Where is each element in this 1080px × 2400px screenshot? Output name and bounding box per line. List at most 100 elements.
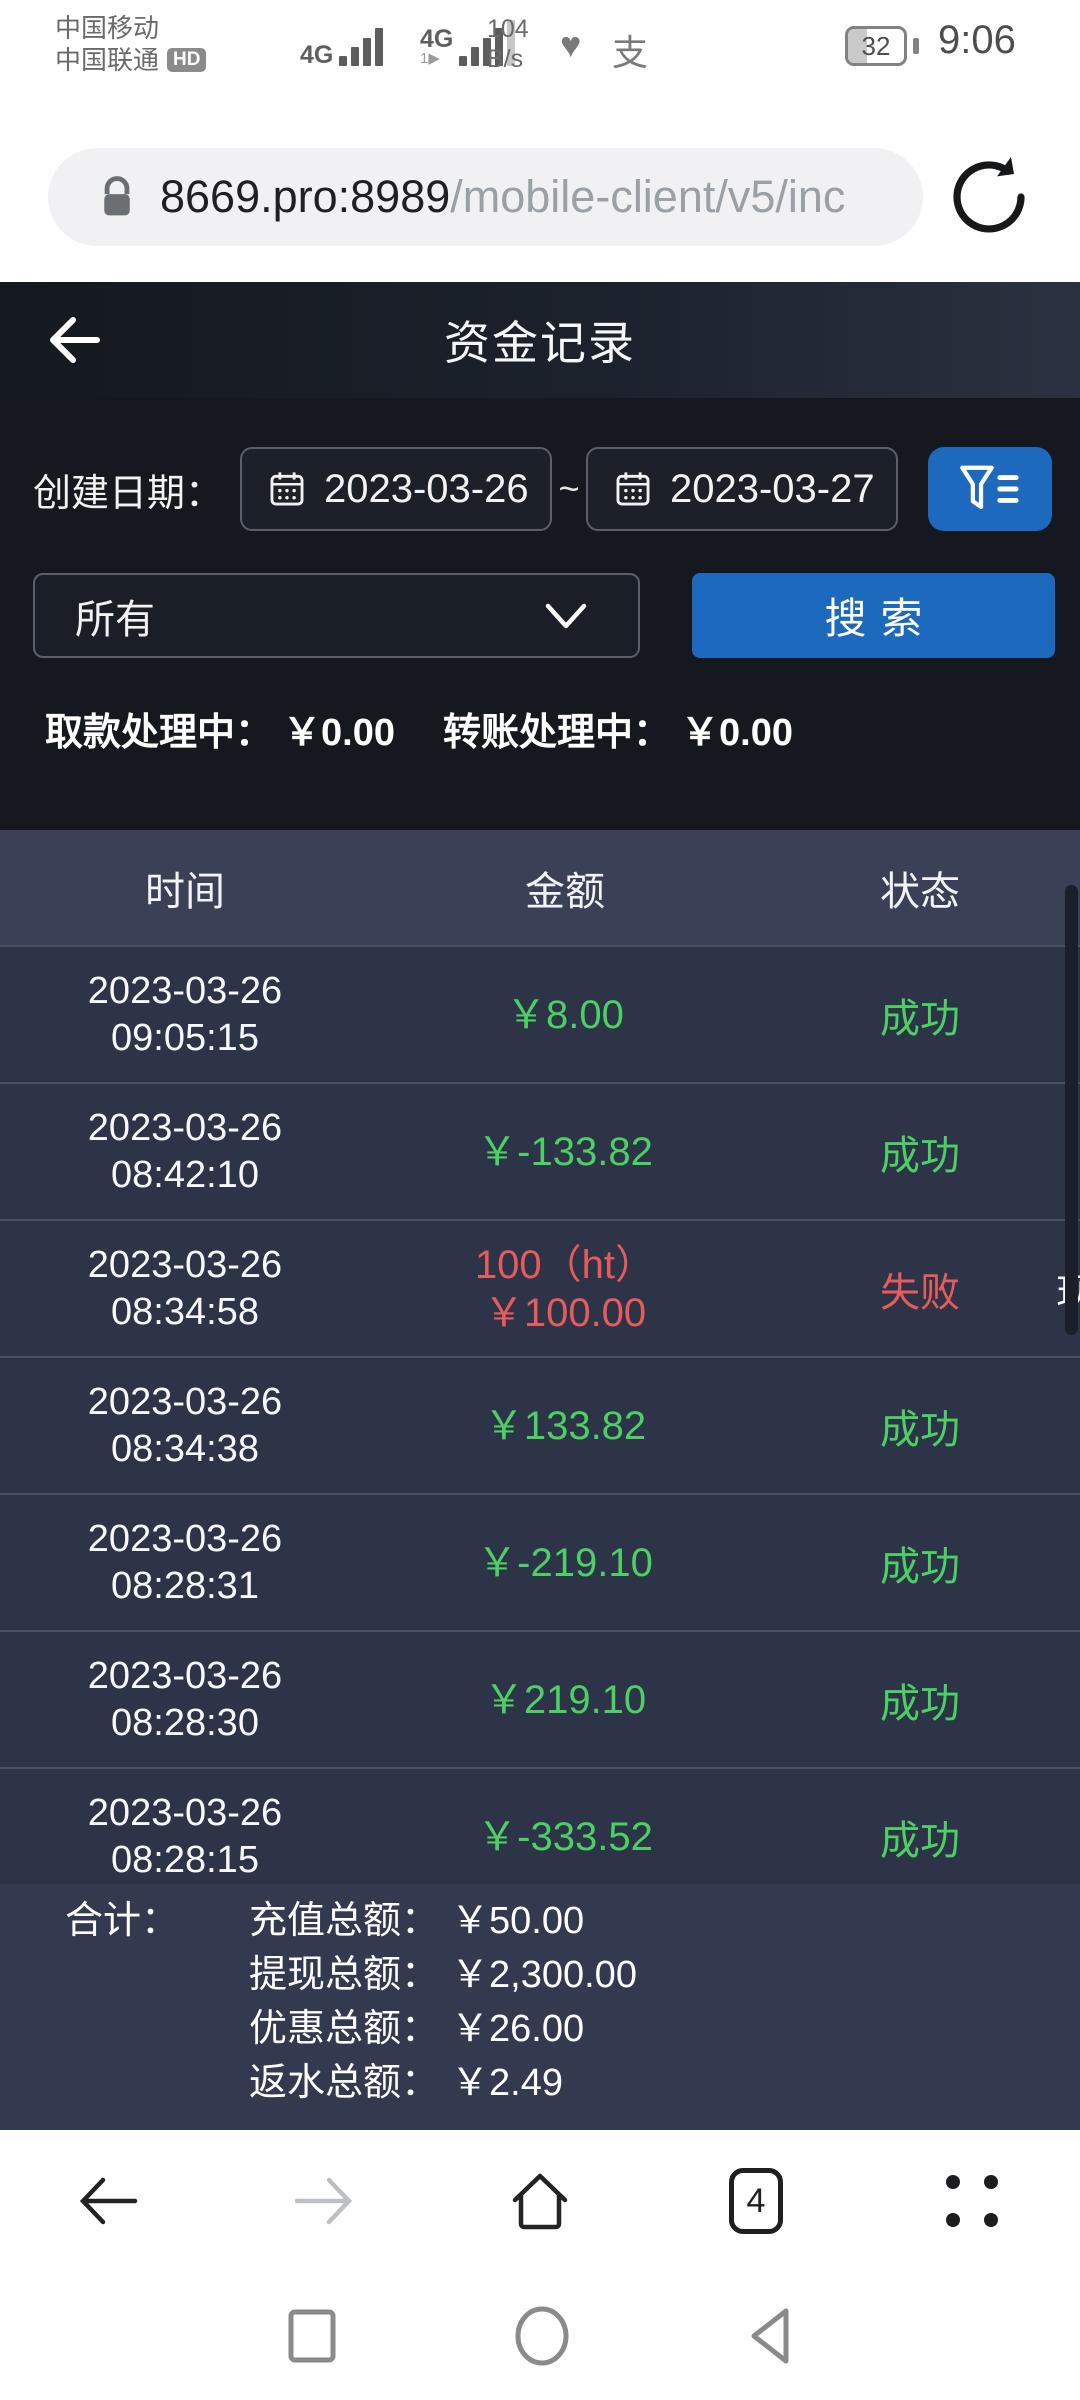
hd-badge: HD: [167, 48, 207, 72]
alipay-icon: 支: [612, 32, 649, 73]
back-arrow-icon[interactable]: [45, 310, 105, 375]
transfer-processing: 转账处理中： ￥0.00: [443, 698, 793, 758]
type-filter-row: 所有 搜索: [0, 573, 1080, 658]
android-nav-bar: [0, 2272, 1080, 2400]
browser-forward-icon: [294, 2177, 353, 2225]
row-amount: ￥219.10: [483, 1677, 647, 1722]
signal-bars-icon: [459, 20, 516, 66]
row-status: 成功: [880, 996, 960, 1041]
row-amount: ￥-333.52: [477, 1814, 653, 1859]
summary-label: 合计：: [65, 1900, 180, 1942]
refresh-button[interactable]: [945, 153, 1033, 246]
date-to-value: 2023-03-27: [670, 466, 875, 511]
status-bar: 中国移动 中国联通 HD 4G 4G 1▶ 104 B/s ♥ 支: [0, 0, 1080, 95]
summary-item: 返水总额： ￥2.49: [249, 2062, 563, 2104]
calendar-icon: [616, 472, 650, 506]
processing-row: 取款处理中： ￥0.00 转账处理中： ￥0.00: [0, 698, 1080, 758]
date-range-separator: ~: [558, 468, 580, 509]
row-status: 成功: [880, 1681, 960, 1726]
withdraw-processing: 取款处理中： ￥0.00: [45, 698, 395, 758]
table-row: 2023-03-26 08:34:38 ￥133.82 成功: [0, 1356, 1080, 1493]
row-time: 2023-03-26 08:34:58: [87, 1243, 283, 1333]
type-dropdown[interactable]: 所有: [33, 573, 640, 658]
carrier-labels: 中国移动 中国联通 HD: [55, 12, 207, 76]
calendar-icon: [270, 472, 304, 506]
table-row: 2023-03-26 08:28:15 ￥-333.52 成功: [0, 1767, 1080, 1904]
table-row: 2023-03-26 08:28:31 ￥-219.10 成功: [0, 1493, 1080, 1630]
back-button[interactable]: [748, 2306, 792, 2366]
page-title: 资金记录: [444, 317, 636, 369]
date-to-input[interactable]: 2023-03-27: [586, 447, 898, 531]
row-amount: ￥133.82: [483, 1403, 647, 1448]
date-filter-row: 创建日期： 2023-03-26 ~ 2023-03-27: [0, 447, 1080, 531]
filter-button[interactable]: [928, 447, 1052, 531]
row-time: 2023-03-26 08:34:38: [87, 1380, 283, 1470]
recents-button[interactable]: [288, 2309, 336, 2363]
table-body: 2023-03-26 09:05:15 ￥8.00 成功 2023-03-26 08…: [0, 945, 1080, 1904]
url-domain: 8669.pro:8989: [160, 171, 451, 222]
status-time: 9:06: [938, 18, 1016, 62]
url-bar[interactable]: 8669.pro:8989/mobile-client/v5/inc: [48, 148, 923, 246]
summary-items: 充值总额： ￥50.00 提现总额： ￥2,300.00 优惠总额： ￥26.00 返水总额…: [249, 1894, 637, 2130]
search-button[interactable]: 搜索: [692, 573, 1055, 658]
col-header-time: 时间: [145, 869, 225, 914]
summary-item: 提现总额： ￥2,300.00: [249, 1954, 637, 1996]
col-header-amount: 金额: [525, 869, 605, 914]
sim2-indicator: 1▶: [420, 50, 440, 67]
lock-icon: [100, 175, 134, 219]
summary-item: 充值总额： ￥50.00: [249, 1900, 585, 1942]
chevron-down-icon: [545, 603, 587, 628]
home-icon: [512, 2173, 568, 2230]
browser-menu-button[interactable]: [864, 2175, 1080, 2227]
battery-level: 32: [861, 30, 891, 61]
battery-nub: [913, 38, 919, 54]
row-amount: ￥-219.10: [477, 1540, 653, 1585]
table-header: 时间 金额 状态: [0, 830, 1080, 945]
signal-icon-sim1: 4G: [300, 22, 384, 68]
transfer-processing-value: ￥0.00: [681, 711, 793, 754]
row-status: 成功: [880, 1133, 960, 1178]
summary-panel: 合计： 充值总额： ￥50.00 提现总额： ￥2,300.00 优惠总额： ￥26.00…: [0, 1884, 1080, 2130]
date-filter-label: 创建日期：: [33, 472, 224, 515]
col-header-status: 状态: [880, 869, 960, 914]
battery-icon: 32: [845, 26, 907, 66]
table-row: 2023-03-26 09:05:15 ￥8.00 成功: [0, 945, 1080, 1082]
browser-back-icon: [79, 2177, 138, 2225]
filter-section: 创建日期： 2023-03-26 ~ 2023-03-27 所有 搜索 取: [0, 398, 1080, 830]
row-time: 2023-03-26 08:28:30: [87, 1654, 283, 1744]
row-status: 失败: [880, 1270, 960, 1315]
withdraw-processing-value: ￥0.00: [283, 711, 395, 754]
signal-bars-icon: [339, 22, 384, 66]
row-status: 成功: [880, 1407, 960, 1452]
url-text: 8669.pro:8989/mobile-client/v5/inc: [160, 171, 845, 223]
home-button[interactable]: [514, 2306, 570, 2366]
row-amount: ￥-133.82: [477, 1129, 653, 1174]
type-dropdown-value: 所有: [75, 597, 155, 642]
browser-back-button[interactable]: [0, 2168, 216, 2234]
row-status: 成功: [880, 1544, 960, 1589]
browser-home-button[interactable]: [432, 2166, 648, 2236]
app-header: 资金记录: [0, 282, 1080, 398]
browser-url-section: 8669.pro:8989/mobile-client/v5/inc: [0, 95, 1080, 282]
heart-icon: ♥: [560, 24, 582, 65]
url-path: /mobile-client/v5/inc: [450, 171, 846, 222]
row-amount: ￥8.00: [506, 992, 624, 1037]
browser-tabs-button[interactable]: 4: [648, 2168, 864, 2234]
browser-forward-button[interactable]: [216, 2168, 432, 2234]
table-row: 2023-03-26 08:42:10 ￥-133.82 成功: [0, 1082, 1080, 1219]
date-from-value: 2023-03-26: [324, 466, 529, 511]
row-time: 2023-03-26 08:28:15: [87, 1791, 283, 1881]
network-speed: 104 B/s: [487, 15, 529, 73]
table-row: 2023-03-26 08:28:30 ￥219.10 成功: [0, 1630, 1080, 1767]
funnel-icon: [960, 465, 1019, 510]
carrier-2: 中国联通: [55, 45, 160, 75]
carrier-1: 中国移动: [55, 13, 160, 43]
home-circle-icon: [515, 2306, 569, 2366]
row-status: 成功: [880, 1818, 960, 1863]
funds-table: 时间 金额 状态 2023-03-26 09:05:15 ￥8.00 成功 202…: [0, 830, 1080, 2130]
scrollbar-thumb[interactable]: [1065, 885, 1078, 1335]
row-amount: 100（ht） ￥100.00: [474, 1242, 656, 1335]
date-from-input[interactable]: 2023-03-26: [240, 447, 552, 531]
